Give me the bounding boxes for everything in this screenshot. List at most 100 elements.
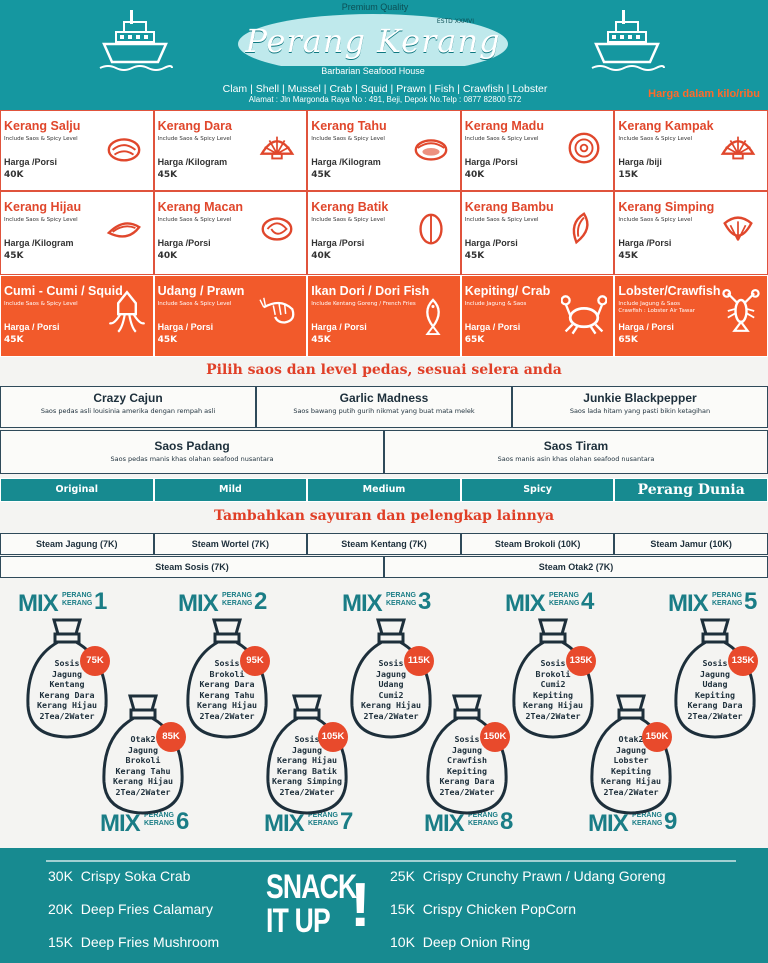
menu-item[interactable]: Cumi - Cumi / Squid Include Saos & Spicy… xyxy=(0,275,154,357)
menu-item[interactable]: Kerang Kampak Include Saos & Spicy Level… xyxy=(614,110,768,191)
bag-item: Kerang Hijau xyxy=(197,700,257,710)
sauce-option[interactable]: Saos Tiram Saos manis asin khas olahan s… xyxy=(384,430,768,474)
veg-option[interactable]: Steam Wortel (7K) xyxy=(153,533,308,555)
item-name: Kerang Madu xyxy=(464,119,544,133)
mix-prefix: MIX xyxy=(342,590,383,617)
menu-item[interactable]: Lobster/Crawfish Include Jagung & Saos C… xyxy=(614,275,768,357)
price-value: 40K xyxy=(311,251,331,261)
snack-item[interactable]: 30K Crispy Soka Crab xyxy=(48,868,190,884)
sauce-option[interactable]: Garlic Madness Saos bawang putih gurih n… xyxy=(256,386,512,428)
snack-item[interactable]: 20K Deep Fries Calamary xyxy=(48,901,213,917)
menu-item[interactable]: Udang / Prawn Include Saos & Spicy Level… xyxy=(153,275,308,357)
bag-item: Udang xyxy=(702,679,728,689)
veg-option[interactable]: Steam Brokoli (10K) xyxy=(460,533,615,555)
mix-bag[interactable]: Sosis Jagung Crawfish Kepiting Kerang Dara 2T… xyxy=(422,692,512,818)
mix-bag[interactable]: Sosis Jagung Udang Kepiting Kerang Dara 2Tea/… xyxy=(670,616,760,742)
mix-words: PERANG KERANG xyxy=(144,812,174,828)
price-value: 45K xyxy=(157,170,178,180)
mix-word2: KERANG xyxy=(144,820,175,827)
mix-number: 3 xyxy=(418,588,432,615)
snack-name: Deep Fries Mushroom xyxy=(80,934,220,950)
menu-item[interactable]: Kerang Hijau Include Saos & Spicy Level … xyxy=(0,191,154,275)
mix-number: 4 xyxy=(581,588,595,615)
level-original[interactable]: Original xyxy=(0,478,154,502)
snack-item[interactable]: 15K Deep Fries Mushroom xyxy=(48,934,219,950)
sauce-row-2: Saos Padang Saos pedas manis khas olahan… xyxy=(0,430,768,474)
mix-number: 7 xyxy=(340,808,354,835)
mix-words: PERANG KERANG xyxy=(386,592,416,608)
mix-word2: KERANG xyxy=(549,600,580,607)
item-note: Include Saos & Spicy Level xyxy=(464,217,539,223)
level-spicy[interactable]: Spicy xyxy=(460,478,615,502)
sauce-option[interactable]: Junkie Blackpepper Saos lada hitam yang … xyxy=(512,386,768,428)
mix-bag[interactable]: Sosis Jagung Kerang Hijau Kerang Batik Keran… xyxy=(262,692,352,818)
mix-bag[interactable]: Sosis Brokoli Kerang Dara Kerang Tahu Kerang… xyxy=(182,616,272,742)
mix-word1: PERANG xyxy=(308,812,338,819)
item-note: Include Saos & Spicy Level xyxy=(157,301,232,307)
bag-item: Crawfish xyxy=(447,755,487,765)
price-badge: 135K xyxy=(566,646,596,676)
mix-title: MIX PERANG KERANG 2 xyxy=(178,588,267,618)
mix-prefix: MIX xyxy=(588,810,629,837)
logo-oval xyxy=(238,14,508,74)
veg-option[interactable]: Steam Sosis (7K) xyxy=(0,556,384,578)
item-note: Include Saos & Spicy Level xyxy=(4,217,78,223)
bag-item: Kerang Hijau xyxy=(113,776,173,786)
menu-item[interactable]: Kerang Madu Include Saos & Spicy Level H… xyxy=(460,110,615,191)
menu-item[interactable]: Kepiting/ Crab Include Jagung & Saos Har… xyxy=(460,275,615,357)
snack-item[interactable]: 15K Crispy Chicken PopCorn xyxy=(390,901,576,917)
item-note: Include Saos & Spicy Level xyxy=(311,217,385,223)
mix-packages: MIX PERANG KERANG 1 Sosis Jagung Kentang Kerang… xyxy=(0,580,768,848)
veg-option[interactable]: Steam Otak2 (7K) xyxy=(384,556,768,578)
price-badge: 115K xyxy=(404,646,434,676)
bag-contents: Otak2 Jagung Lobster Kepiting Kerang Hijau 2T… xyxy=(586,734,676,797)
price-label: Harga /Porsi xyxy=(4,157,58,167)
snack-it-up-logo: SNACK IT UP ! xyxy=(266,868,376,952)
menu-row-2: Kerang Hijau Include Saos & Spicy Level … xyxy=(0,191,768,275)
bag-item: Sosis xyxy=(214,658,240,668)
menu-item[interactable]: Kerang Macan Include Saos & Spicy Level … xyxy=(153,191,308,275)
veg-option[interactable]: Steam Kentang (7K) xyxy=(307,533,461,555)
price-label: Harga /Kilogram xyxy=(157,157,228,167)
shrimp-icon xyxy=(259,297,295,324)
menu-item[interactable]: Kerang Salju Include Saos & Spicy Level … xyxy=(0,110,154,191)
bag-item: Kepiting xyxy=(447,765,487,776)
mix-bag[interactable]: Otak2 Jagung Brokoli Kerang Tahu Kerang Hija… xyxy=(98,692,188,818)
item-name: Ikan Dori / Dori Fish xyxy=(311,284,430,298)
level-perang-dunia[interactable]: Perang Dunia xyxy=(614,478,768,502)
menu-item[interactable]: Ikan Dori / Dori Fish Include Kentang Go… xyxy=(307,275,461,357)
sauce-option[interactable]: Saos Padang Saos pedas manis khas olahan… xyxy=(0,430,384,474)
sauce-option[interactable]: Crazy Cajun Saos pedas asli louisinia am… xyxy=(0,386,256,428)
menu-item[interactable]: Kerang Dara Include Saos & Spicy Level H… xyxy=(153,110,308,191)
spiral-shell-icon xyxy=(568,132,600,164)
level-mild[interactable]: Mild xyxy=(153,478,308,502)
price-badge: 105K xyxy=(318,722,348,752)
veg-row-1: Steam Jagung (7K) Steam Wortel (7K) Stea… xyxy=(0,533,768,555)
bag-item: Kerang Tahu xyxy=(115,765,171,776)
menu-item[interactable]: Kerang Simping Include Saos & Spicy Leve… xyxy=(614,191,768,275)
menu-item[interactable]: Kerang Batik Include Saos & Spicy Level … xyxy=(307,191,461,275)
mix-number: 1 xyxy=(94,588,108,615)
level-medium[interactable]: Medium xyxy=(307,478,461,502)
clam-icon xyxy=(414,139,448,161)
bag-item: Kerang Hijau xyxy=(601,776,661,786)
item-name: Udang / Prawn xyxy=(157,284,245,298)
mix-bag[interactable]: Otak2 Jagung Lobster Kepiting Kerang Hijau 2T… xyxy=(586,692,676,818)
veg-option[interactable]: Steam Jamur (10K) xyxy=(614,533,768,555)
snack-logo-mark: ! xyxy=(350,871,371,940)
snack-item[interactable]: 25K Crispy Crunchy Prawn / Udang Goreng xyxy=(390,868,665,884)
mix-word1: PERANG xyxy=(468,812,498,819)
mix-word1: PERANG xyxy=(222,592,252,599)
sauce-desc: Saos manis asin khas olahan seafood nusa… xyxy=(497,455,655,463)
veg-option[interactable]: Steam Jagung (7K) xyxy=(0,533,154,555)
mix-bag[interactable]: Sosis Brokoli Cumi2 Kepiting Kerang Hijau 2Te… xyxy=(508,616,598,742)
bag-item: Jagung xyxy=(452,744,482,755)
sauce-name: Garlic Madness xyxy=(339,391,429,405)
price-label: Harga / Porsi xyxy=(464,322,521,332)
menu-item[interactable]: Kerang Tahu Include Saos & Spicy Level H… xyxy=(307,110,461,191)
razor-clam-icon xyxy=(573,212,589,245)
menu-item[interactable]: Kerang Bambu Include Saos & Spicy Level … xyxy=(460,191,615,275)
sauce-name: Saos Padang xyxy=(154,439,230,453)
snack-item[interactable]: 10K Deep Onion Ring xyxy=(390,934,530,950)
menu-row-1: Kerang Salju Include Saos & Spicy Level … xyxy=(0,110,768,191)
